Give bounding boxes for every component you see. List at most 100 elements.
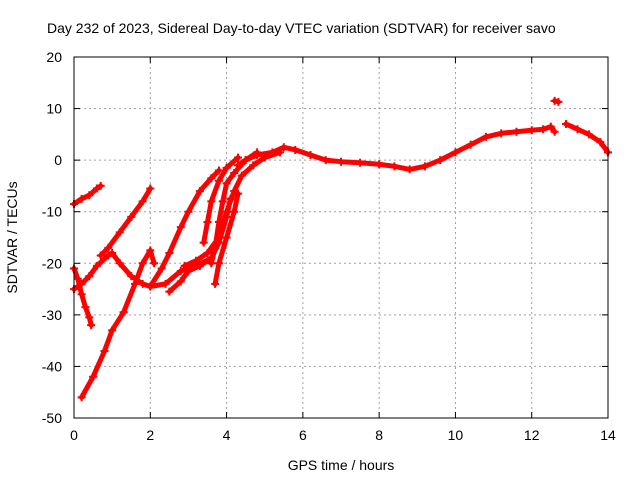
data-point: [420, 162, 429, 171]
data-point: [161, 279, 170, 288]
series-isolated: [550, 96, 563, 106]
data-point: [546, 122, 555, 131]
x-tick-label: 14: [600, 427, 616, 443]
x-tick-label: 2: [146, 427, 154, 443]
data-point: [207, 174, 216, 183]
x-tick-label: 4: [223, 427, 231, 443]
data-point: [199, 238, 208, 247]
x-tick-label: 10: [448, 427, 464, 443]
y-axis-label: SDTVAR / TECUs: [4, 181, 20, 293]
y-tick-label: -50: [42, 410, 62, 426]
data-point: [165, 287, 174, 296]
data-point: [176, 267, 185, 276]
data-point: [207, 254, 216, 263]
y-tick-label: 0: [54, 152, 62, 168]
data-point: [157, 264, 166, 273]
data-point: [195, 187, 204, 196]
series-diagonal: [96, 184, 155, 260]
series-trace: [98, 186, 153, 258]
data-point: [127, 212, 136, 221]
data-point: [77, 393, 86, 402]
data-point: [596, 138, 605, 147]
x-axis-label: GPS time / hours: [288, 457, 395, 473]
data-point: [260, 153, 269, 162]
data-point: [279, 143, 288, 152]
data-point: [218, 197, 227, 206]
data-point: [146, 184, 155, 193]
x-tick-label: 12: [524, 427, 540, 443]
y-tick-label: -20: [42, 255, 62, 271]
data-point: [237, 171, 246, 180]
data-point: [539, 125, 548, 134]
data-point: [249, 161, 258, 170]
data-point: [214, 259, 223, 268]
data-point: [497, 129, 506, 138]
data-point: [234, 153, 243, 162]
data-point: [108, 248, 117, 257]
data-point: [85, 313, 94, 322]
data-point: [321, 156, 330, 165]
series-trace: [563, 121, 611, 155]
series-trace: [71, 250, 214, 292]
data-point: [115, 259, 124, 268]
data-point: [176, 223, 185, 232]
data-point: [131, 279, 140, 288]
data-point: [138, 279, 147, 288]
data-point: [203, 248, 212, 257]
data-point: [127, 272, 136, 281]
data-point: [375, 160, 384, 169]
data-point: [291, 145, 300, 154]
data-point: [85, 272, 94, 281]
data-point: [104, 243, 113, 252]
y-tick-label: -30: [42, 307, 62, 323]
data-point: [306, 150, 315, 159]
data-point: [85, 191, 94, 200]
data-point: [436, 156, 445, 165]
data-point: [73, 274, 82, 283]
plot-frame: [73, 56, 609, 419]
data-point: [222, 179, 231, 188]
data-point: [138, 259, 147, 268]
data-point: [356, 158, 365, 167]
data-point: [96, 251, 105, 260]
data-point: [451, 148, 460, 157]
data-point: [203, 218, 212, 227]
y-tick-label: 20: [46, 49, 62, 65]
data-point: [214, 166, 223, 175]
data-point: [405, 165, 414, 174]
data-point: [230, 169, 239, 178]
series-rise-c: [199, 153, 243, 247]
data-point: [165, 248, 174, 257]
data-point: [89, 372, 98, 381]
data-point: [527, 126, 536, 135]
data-point: [222, 212, 231, 221]
series-top-left: [70, 181, 105, 208]
data-point: [214, 238, 223, 247]
data-point: [275, 148, 284, 157]
data-point: [92, 261, 101, 270]
series-late: [562, 120, 612, 157]
data-point: [481, 132, 490, 141]
data-point: [184, 207, 193, 216]
x-tick-label: 0: [70, 427, 78, 443]
data-point: [146, 282, 155, 291]
data-point: [554, 97, 563, 106]
series-rise-d: [211, 189, 243, 288]
series-drop-left: [70, 264, 96, 330]
data-point: [550, 96, 559, 105]
data-point: [214, 218, 223, 227]
data-point: [222, 233, 231, 242]
data-point: [562, 120, 571, 129]
data-point: [176, 277, 185, 286]
data-points: [70, 96, 612, 402]
data-point: [119, 308, 128, 317]
x-tick-label: 8: [375, 427, 383, 443]
data-point: [100, 346, 109, 355]
data-point: [253, 148, 262, 157]
y-tick-label: -40: [42, 358, 62, 374]
data-point: [222, 163, 231, 172]
data-point: [214, 176, 223, 185]
data-point: [150, 259, 159, 268]
y-tick-label: -10: [42, 204, 62, 220]
